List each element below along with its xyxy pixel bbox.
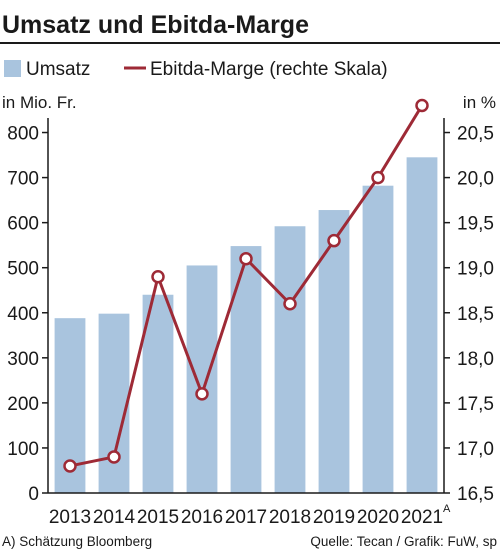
bar-umsatz-2020 [362, 185, 394, 493]
bar-umsatz-2019 [318, 210, 350, 494]
legend: Umsatz Ebitda-Marge (rechte Skala) [4, 59, 388, 80]
bar-series [54, 157, 438, 494]
x-tick-label-2021: 2021 [401, 507, 443, 528]
right-tick-label: 20,0 [457, 169, 494, 190]
left-tick-label: 300 [7, 349, 39, 370]
ebitda-point-2020 [371, 170, 385, 185]
left-tick-label: 800 [7, 124, 39, 145]
right-axis-unit: in % [463, 93, 496, 112]
right-tick-label: 19,0 [457, 259, 494, 280]
left-tick-label: 700 [7, 169, 39, 190]
left-tick-label: 500 [7, 259, 39, 280]
right-axis: 16,5 17,0 17,5 18,0 18,5 19,0 19,5 20,0 20,5 [443, 118, 494, 505]
x-tick-label-2013: 2013 [49, 507, 91, 528]
left-axis: 0 100 200 300 400 500 600 700 800 [7, 118, 49, 505]
right-tick-label: 17,5 [457, 394, 494, 415]
bar-umsatz-2021 [406, 157, 438, 493]
right-tick-label: 19,5 [457, 214, 494, 235]
x-tick-label-2016: 2016 [181, 507, 223, 528]
title-rule [0, 42, 500, 44]
ebitda-point-2019 [327, 233, 341, 248]
left-tick-label: 200 [7, 394, 39, 415]
footnote: A) Schätzung Bloomberg [2, 534, 152, 549]
ebitda-point-2016 [195, 387, 209, 401]
x-tick-label-2017: 2017 [225, 507, 267, 528]
line-series [63, 98, 429, 473]
legend-swatch-umsatz [4, 60, 21, 77]
ebitda-point-2014 [107, 450, 121, 464]
bar-umsatz-2014 [98, 313, 130, 493]
x-tick-label-2020: 2020 [357, 507, 399, 528]
x-axis: 2013 2014 2015 2016 2017 2018 2019 2020 2021 A [48, 492, 451, 528]
x-tick-label-2015: 2015 [137, 507, 179, 528]
right-tick-label: 16,5 [457, 484, 494, 505]
x-footnote-marker: A [443, 503, 451, 515]
chart-title: Umsatz und Ebitda-Marge [2, 11, 309, 39]
left-tick-label: 0 [28, 484, 39, 505]
right-tick-label: 18,5 [457, 304, 494, 325]
left-tick-label: 600 [7, 214, 39, 235]
legend-label-ebitda: Ebitda-Marge (rechte Skala) [150, 59, 388, 80]
right-tick-label: 20,5 [457, 124, 494, 145]
left-tick-label: 400 [7, 304, 39, 325]
bar-umsatz-2016 [186, 265, 218, 493]
right-tick-label: 18,0 [457, 349, 494, 370]
x-tick-label-2018: 2018 [269, 507, 311, 528]
x-tick-label-2014: 2014 [93, 507, 136, 528]
ebitda-point-2017 [239, 251, 253, 266]
ebitda-point-2015 [151, 269, 165, 284]
ebitda-point-2021 [415, 98, 429, 113]
legend-label-umsatz: Umsatz [26, 59, 90, 80]
bar-umsatz-2018 [274, 226, 306, 493]
source-credit: Quelle: Tecan / Grafik: FuW, sp [310, 534, 497, 549]
bar-umsatz-2015 [142, 294, 174, 493]
right-tick-label: 17,0 [457, 439, 494, 460]
left-axis-unit: in Mio. Fr. [2, 93, 77, 112]
ebitda-point-2013 [63, 459, 77, 473]
ebitda-point-2018 [283, 297, 297, 311]
x-tick-label-2019: 2019 [313, 507, 355, 528]
left-tick-label: 100 [7, 439, 39, 460]
bar-umsatz-2017 [230, 246, 262, 493]
